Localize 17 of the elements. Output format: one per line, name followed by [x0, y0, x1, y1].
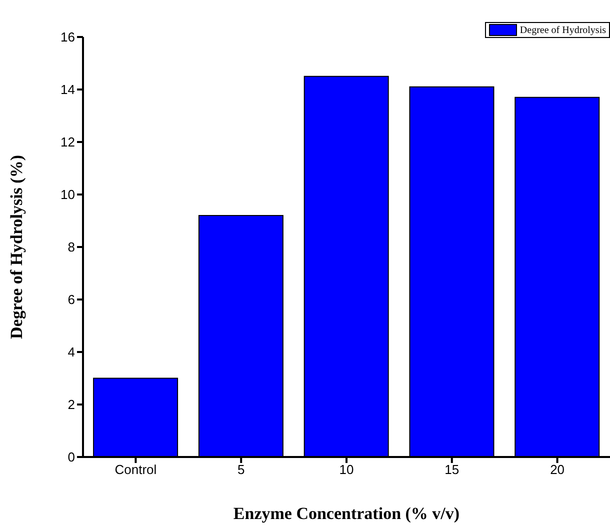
y-tick-label: 2 [68, 397, 75, 412]
y-tick-label: 4 [68, 344, 75, 360]
y-tick-label: 14 [60, 82, 75, 98]
x-tick-label: 15 [444, 462, 460, 478]
y-tick-label: 6 [68, 292, 75, 308]
y-tick-label: 10 [60, 187, 75, 202]
y-tick-label: 8 [68, 240, 75, 255]
legend-label: Degree of Hydrolysis [518, 24, 606, 36]
y-tick-label: 16 [60, 30, 75, 45]
y-tick-label: 0 [68, 450, 75, 465]
x-tick-label: 10 [339, 462, 354, 478]
x-tick-label: 5 [237, 462, 245, 478]
x-axis-title: Enzyme Concentration (% v/v) [233, 504, 460, 524]
y-tick-label: 12 [60, 134, 75, 150]
y-axis-title: Degree of Hydrolysis (%) [7, 155, 26, 339]
x-tick-label: 20 [550, 462, 565, 478]
x-tick-label: Control [114, 462, 157, 478]
